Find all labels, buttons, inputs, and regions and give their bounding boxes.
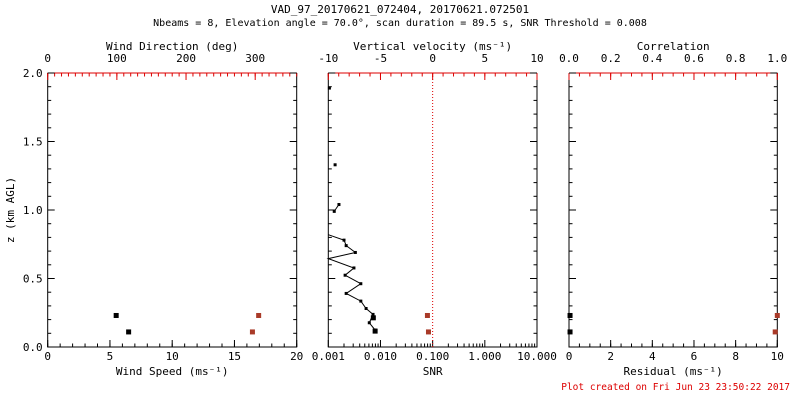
x-tick-label: 0.100 [416, 350, 449, 363]
x-tick-label: 6 [691, 350, 698, 363]
x-tick-label: 10 [771, 350, 784, 363]
y-tick-label: 1.0 [23, 204, 43, 217]
snr-profile-point [352, 266, 356, 270]
residual-point [567, 312, 573, 318]
vertical-velocity-point [425, 329, 431, 335]
y-tick-label: 1.5 [23, 136, 43, 149]
top-tick-label: -10 [318, 52, 338, 65]
panel-wind: 0 5 10 15 20 Wind Speed (ms⁻¹) 0 100 200 300 Wind … [23, 40, 304, 378]
wind-speed-point [126, 329, 132, 335]
top-tick-label: -5 [374, 52, 387, 65]
snr-profile-point [332, 209, 336, 213]
panel-snr: 0.001 0.010 0.100 1.000 10.000 SNR -10 -5 0 5 10 Ve… [312, 40, 557, 378]
snr-selected-gates-point [372, 328, 378, 334]
top-tick-label: 5 [482, 52, 489, 65]
snr-selected-gates-point [370, 315, 376, 321]
plot-title: VAD_97_20170621_072404, 20170621.072501 [270, 3, 530, 16]
top-tick-label: 0.2 [601, 52, 621, 65]
top-axis-title: Correlation [637, 40, 710, 53]
top-tick-label: 0.6 [684, 52, 704, 65]
panel-border [327, 73, 538, 348]
correlation-point [774, 312, 780, 318]
x-tick-label: 20 [290, 350, 303, 363]
snr-profile-line [326, 234, 376, 331]
snr-profile-point [359, 299, 363, 303]
y-tick-label: 0.0 [23, 341, 43, 354]
snr-profile-point [353, 250, 357, 254]
x-tick-label: 8 [732, 350, 739, 363]
snr-profile-point [359, 282, 363, 286]
top-tick-label: 0 [429, 52, 436, 65]
top-tick-label: 0.4 [642, 52, 662, 65]
snr-profile-point [337, 203, 341, 207]
snr-profile-point [344, 244, 348, 248]
top-tick-label: 100 [107, 52, 127, 65]
y-tick-label: 0.5 [23, 273, 43, 286]
snr-profile-point [344, 291, 348, 295]
x-tick-label: 0.001 [312, 350, 345, 363]
x-tick-label: 2 [607, 350, 614, 363]
top-tick-label: 1.0 [767, 52, 787, 65]
top-axis-title: Vertical velocity (ms⁻¹) [353, 40, 512, 53]
top-tick-label: 10 [530, 52, 543, 65]
panel-border [47, 73, 298, 348]
x-axis-title: SNR [423, 365, 443, 378]
wind-speed-point [113, 312, 119, 318]
snr-profile-point [342, 238, 346, 242]
x-tick-label: 5 [107, 350, 114, 363]
snr-profile-point [371, 312, 375, 316]
top-tick-label: 300 [245, 52, 265, 65]
wind-direction-point [249, 329, 255, 335]
correlation-point [772, 329, 778, 335]
x-tick-label: 0 [566, 350, 573, 363]
wind-direction-point [256, 312, 262, 318]
plot-subtitle: Nbeams = 8, Elevation angle = 70.0°, sca… [153, 18, 647, 29]
x-tick-label: 10 [166, 350, 179, 363]
top-axis-title: Wind Direction (deg) [106, 40, 238, 53]
x-axis-title: Wind Speed (ms⁻¹) [116, 365, 229, 378]
top-tick-label: 0 [44, 52, 51, 65]
top-tick-label: 0.0 [559, 52, 579, 65]
x-tick-label: 0.010 [364, 350, 397, 363]
x-tick-label: 0 [44, 350, 51, 363]
snr-profile-point [343, 273, 347, 277]
x-tick-label: 15 [228, 350, 241, 363]
vertical-velocity-point [424, 312, 430, 318]
panel-residual: 0 2 4 6 8 10 Residual (ms⁻¹) 0.0 0.2 0.4 0.6 0.8 1.0… [559, 40, 787, 378]
top-tick-label: 0.8 [726, 52, 746, 65]
snr-profile-point [333, 163, 337, 167]
snr-profile-point [367, 321, 371, 325]
x-tick-label: 1.000 [468, 350, 501, 363]
top-tick-label: 200 [176, 52, 196, 65]
y-axis-title: z (km AGL) [4, 177, 17, 243]
x-tick-label: 4 [649, 350, 656, 363]
snr-profile-point [327, 86, 331, 90]
residual-point [567, 329, 573, 335]
panel-border [568, 73, 778, 348]
x-tick-label: 10.000 [517, 350, 557, 363]
x-axis-title: Residual (ms⁻¹) [623, 365, 722, 378]
snr-profile-point [364, 307, 368, 311]
plot-created-timestamp: Plot created on Fri Jun 23 23:50:22 2017 [561, 382, 790, 393]
y-tick-label: 2.0 [23, 67, 43, 80]
